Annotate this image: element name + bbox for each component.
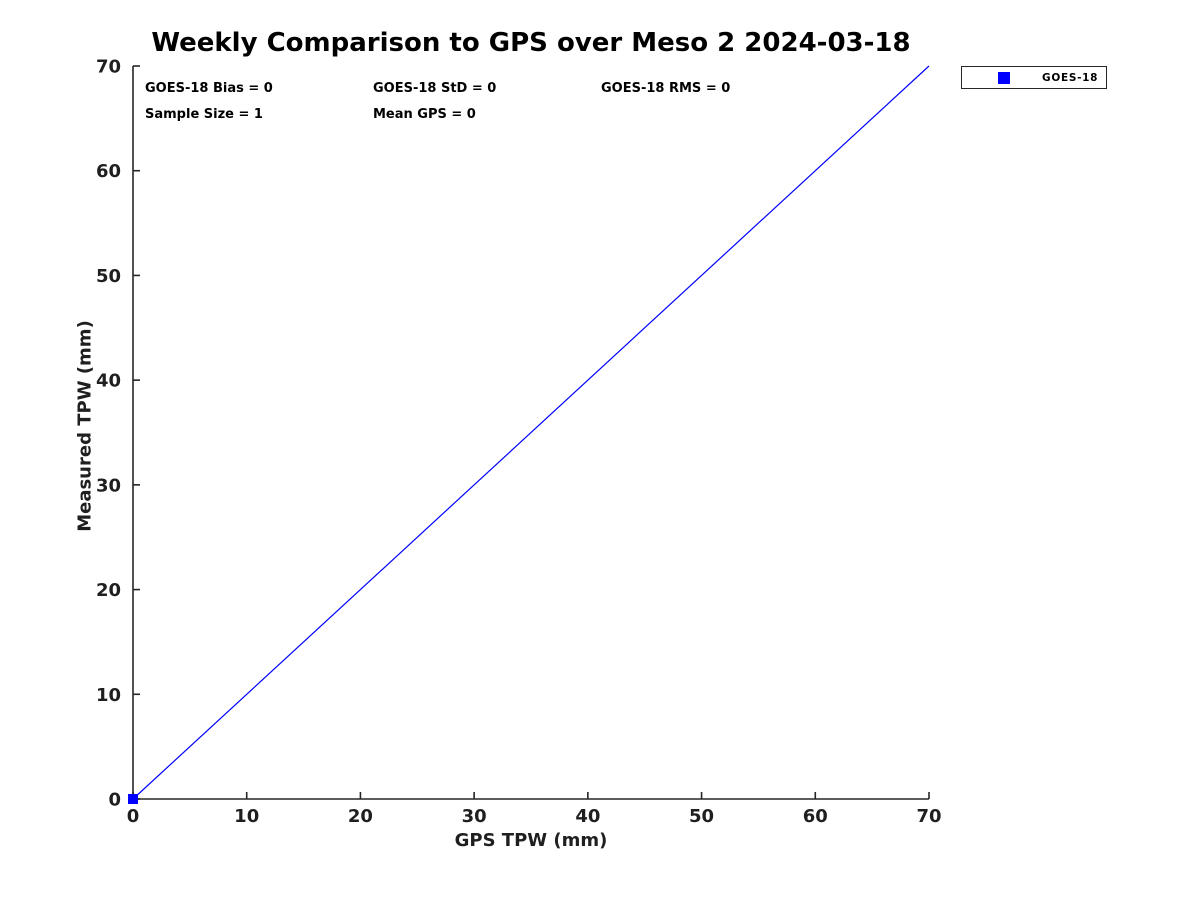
x-tick-label: 50: [689, 806, 714, 827]
y-tick-label: 0: [108, 790, 121, 811]
y-tick-label: 60: [96, 161, 121, 182]
x-tick-label: 40: [575, 806, 600, 827]
stat-sample-size: Sample Size = 1: [145, 107, 263, 122]
x-tick-label: 20: [348, 806, 373, 827]
y-tick-label: 50: [96, 266, 121, 287]
data-point-marker: [128, 794, 138, 804]
stat-mean-gps: Mean GPS = 0: [373, 107, 476, 122]
y-axis-label: Measured TPW (mm): [74, 320, 96, 532]
chart-title: Weekly Comparison to GPS over Meso 2 202…: [151, 28, 911, 58]
legend-square-marker-icon: [998, 71, 1010, 84]
stat-rms: GOES-18 RMS = 0: [601, 81, 731, 96]
y-tick-label: 40: [96, 371, 121, 392]
x-axis-label: GPS TPW (mm): [454, 830, 608, 851]
x-tick-label: 30: [462, 806, 487, 827]
legend-entry-label: GOES-18: [1042, 71, 1099, 84]
y-tick-label: 70: [96, 57, 121, 78]
x-tick-label: 60: [803, 806, 828, 827]
x-tick-label: 0: [127, 806, 140, 827]
stat-std: GOES-18 StD = 0: [373, 81, 497, 96]
stat-bias: GOES-18 Bias = 0: [145, 81, 273, 96]
x-tick-label: 70: [916, 806, 941, 827]
y-tick-label: 20: [96, 580, 121, 601]
legend: GOES-18: [961, 66, 1107, 89]
y-tick-label: 30: [96, 475, 121, 496]
y-tick-label: 10: [96, 685, 121, 706]
x-tick-label: 10: [234, 806, 259, 827]
identity-line: [132, 65, 930, 800]
